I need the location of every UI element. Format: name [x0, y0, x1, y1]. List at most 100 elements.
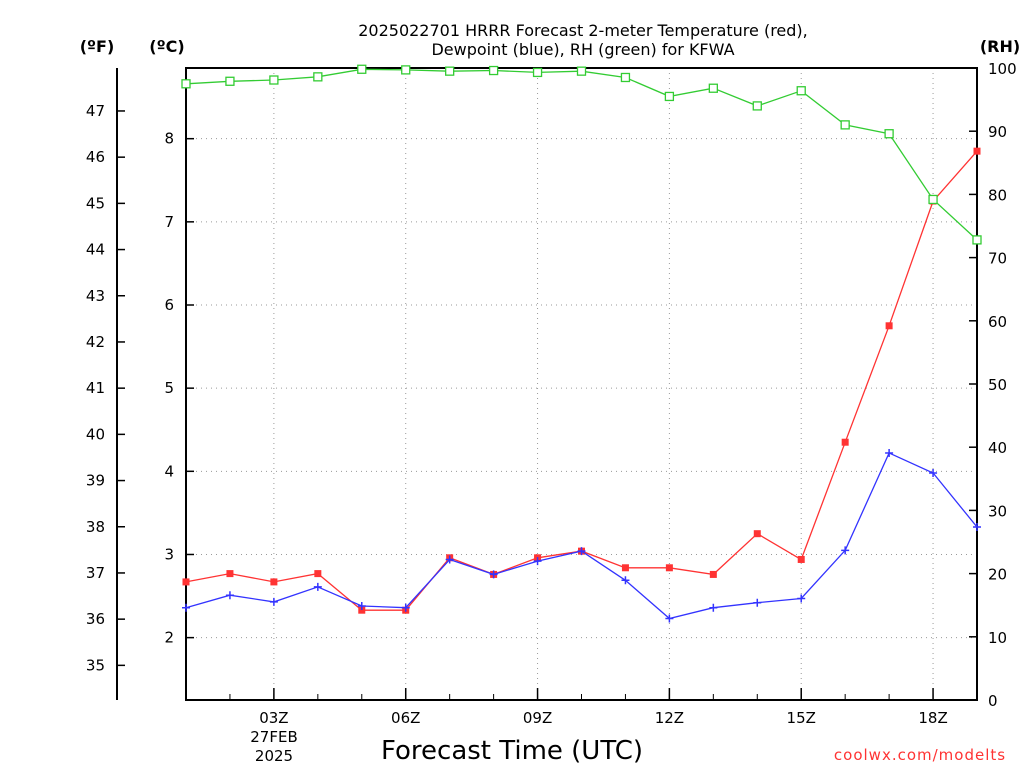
fahrenheit-tick-label-36: 36: [86, 610, 105, 628]
rh-tick-label-60: 60: [988, 313, 1007, 331]
grid-layer: [186, 68, 977, 700]
rh-point-8: [488, 65, 499, 76]
temperature-point-16: [841, 438, 849, 446]
celsius-tick-label-8: 8: [164, 130, 174, 148]
fahrenheit-tick-label-42: 42: [86, 333, 105, 351]
rh-tick-label-0: 0: [988, 692, 998, 710]
dewpoint-point-15: [797, 594, 806, 603]
dewpoint-point-11: [621, 576, 630, 585]
x-tick-label-12Z: 12Z: [655, 709, 684, 727]
x-tick-label-03Z: 03Z: [259, 709, 288, 727]
rh-tick-label-10: 10: [988, 629, 1007, 647]
fahrenheit-tick-label-43: 43: [86, 287, 105, 305]
temperature-line: [185, 150, 978, 611]
dewpoint-point-2: [225, 591, 234, 600]
rh-point-4: [313, 72, 323, 82]
temperature-point-12: [665, 564, 673, 572]
dewpoint-point-1: [182, 603, 190, 612]
rh-unit-label: (RH): [980, 37, 1020, 56]
dewpoint-point-8: [489, 570, 498, 579]
rh-point-11: [620, 72, 631, 83]
dewpoint-point-10: [577, 547, 586, 556]
x-tick-label-18Z: 18Z: [918, 709, 947, 727]
dewpoint-point-7: [445, 555, 454, 564]
dewpoint-point-13: [709, 603, 718, 612]
rh-tick-label-20: 20: [988, 566, 1007, 584]
rh-point-17: [884, 129, 894, 139]
rh-point-5: [357, 64, 367, 74]
dewpoint-point-5: [357, 602, 366, 611]
dewpoint-point-9: [533, 557, 542, 566]
rh-point-9: [532, 67, 543, 78]
chart-title-line1: 2025022701 HRRR Forecast 2-meter Tempera…: [358, 21, 808, 40]
rh-point-12: [664, 91, 675, 102]
plot-frame: [185, 67, 978, 701]
x-tick-label-06Z: 06Z: [391, 709, 420, 727]
celsius-tick-label-6: 6: [164, 296, 174, 314]
x-axis-title: Forecast Time (UTC): [381, 736, 643, 766]
rh-point-16: [840, 120, 850, 130]
rh-point-7: [445, 66, 455, 76]
series-layer: [181, 64, 982, 623]
rh-tick-label-100: 100: [988, 60, 1017, 78]
fahrenheit-tick-label-39: 39: [86, 472, 105, 490]
temperature-point-1: [182, 578, 190, 586]
temperature-point-2: [226, 570, 234, 578]
celsius-tick-label-5: 5: [164, 379, 174, 397]
celsius-unit-label: (ºC): [149, 37, 184, 56]
temperature-point-4: [314, 570, 322, 578]
rh-point-6: [401, 65, 411, 75]
temperature-point-11: [621, 564, 629, 572]
rh-line: [185, 68, 978, 241]
fahrenheit-tick-label-45: 45: [86, 194, 105, 212]
tick-label-layer: 2345678353637383940414243444546470102030…: [86, 60, 1017, 727]
fahrenheit-tick-label-37: 37: [86, 564, 105, 582]
dewpoint-point-4: [313, 582, 322, 591]
fahrenheit-tick-label-35: 35: [86, 656, 105, 674]
rh-tick-label-40: 40: [988, 439, 1007, 457]
rh-point-14: [752, 101, 762, 111]
x-tick-label-09Z: 09Z: [523, 709, 552, 727]
celsius-tick-label-2: 2: [164, 629, 174, 647]
rh-tick-label-30: 30: [988, 502, 1007, 520]
dewpoint-point-18: [929, 468, 938, 477]
credit-label: coolwx.com/modelts: [834, 746, 1006, 764]
fahrenheit-tick-label-41: 41: [86, 379, 105, 397]
temperature-point-5: [358, 606, 366, 614]
x-tick-label-15Z: 15Z: [787, 709, 816, 727]
rh-tick-label-80: 80: [988, 186, 1007, 204]
dewpoint-point-16: [841, 546, 850, 555]
celsius-tick-label-7: 7: [164, 213, 174, 231]
temperature-point-13: [709, 570, 717, 578]
temperature-point-19: [973, 147, 981, 155]
rh-tick-label-90: 90: [988, 123, 1007, 141]
rh-point-2: [225, 76, 235, 86]
fahrenheit-tick-label-46: 46: [86, 148, 105, 166]
dewpoint-point-14: [753, 598, 762, 607]
fahrenheit-tick-label-40: 40: [86, 425, 105, 443]
fahrenheit-unit-label: (ºF): [80, 37, 115, 56]
rh-point-10: [576, 66, 587, 76]
rh-point-18: [928, 194, 938, 205]
rh-point-13: [708, 83, 718, 93]
rh-point-1: [181, 79, 191, 89]
dewpoint-point-17: [885, 449, 894, 458]
celsius-tick-label-4: 4: [164, 462, 174, 480]
dewpoint-point-12: [665, 614, 674, 623]
rh-tick-label-50: 50: [988, 376, 1007, 394]
chart-title-line2: Dewpoint (blue), RH (green) for KFWA: [431, 40, 734, 59]
temperature-point-17: [885, 322, 893, 330]
temperature-point-15: [797, 555, 805, 563]
fahrenheit-tick-label-44: 44: [86, 241, 105, 259]
axes-layer: [116, 67, 978, 701]
x-year-label: 2025: [255, 747, 293, 765]
x-date-label: 27FEB: [250, 728, 297, 746]
rh-point-15: [796, 86, 806, 96]
temperature-point-3: [270, 578, 278, 586]
celsius-tick-label-3: 3: [164, 545, 174, 563]
rh-point-19: [972, 235, 982, 245]
fahrenheit-tick-label-47: 47: [86, 102, 105, 120]
dewpoint-line: [185, 452, 978, 620]
